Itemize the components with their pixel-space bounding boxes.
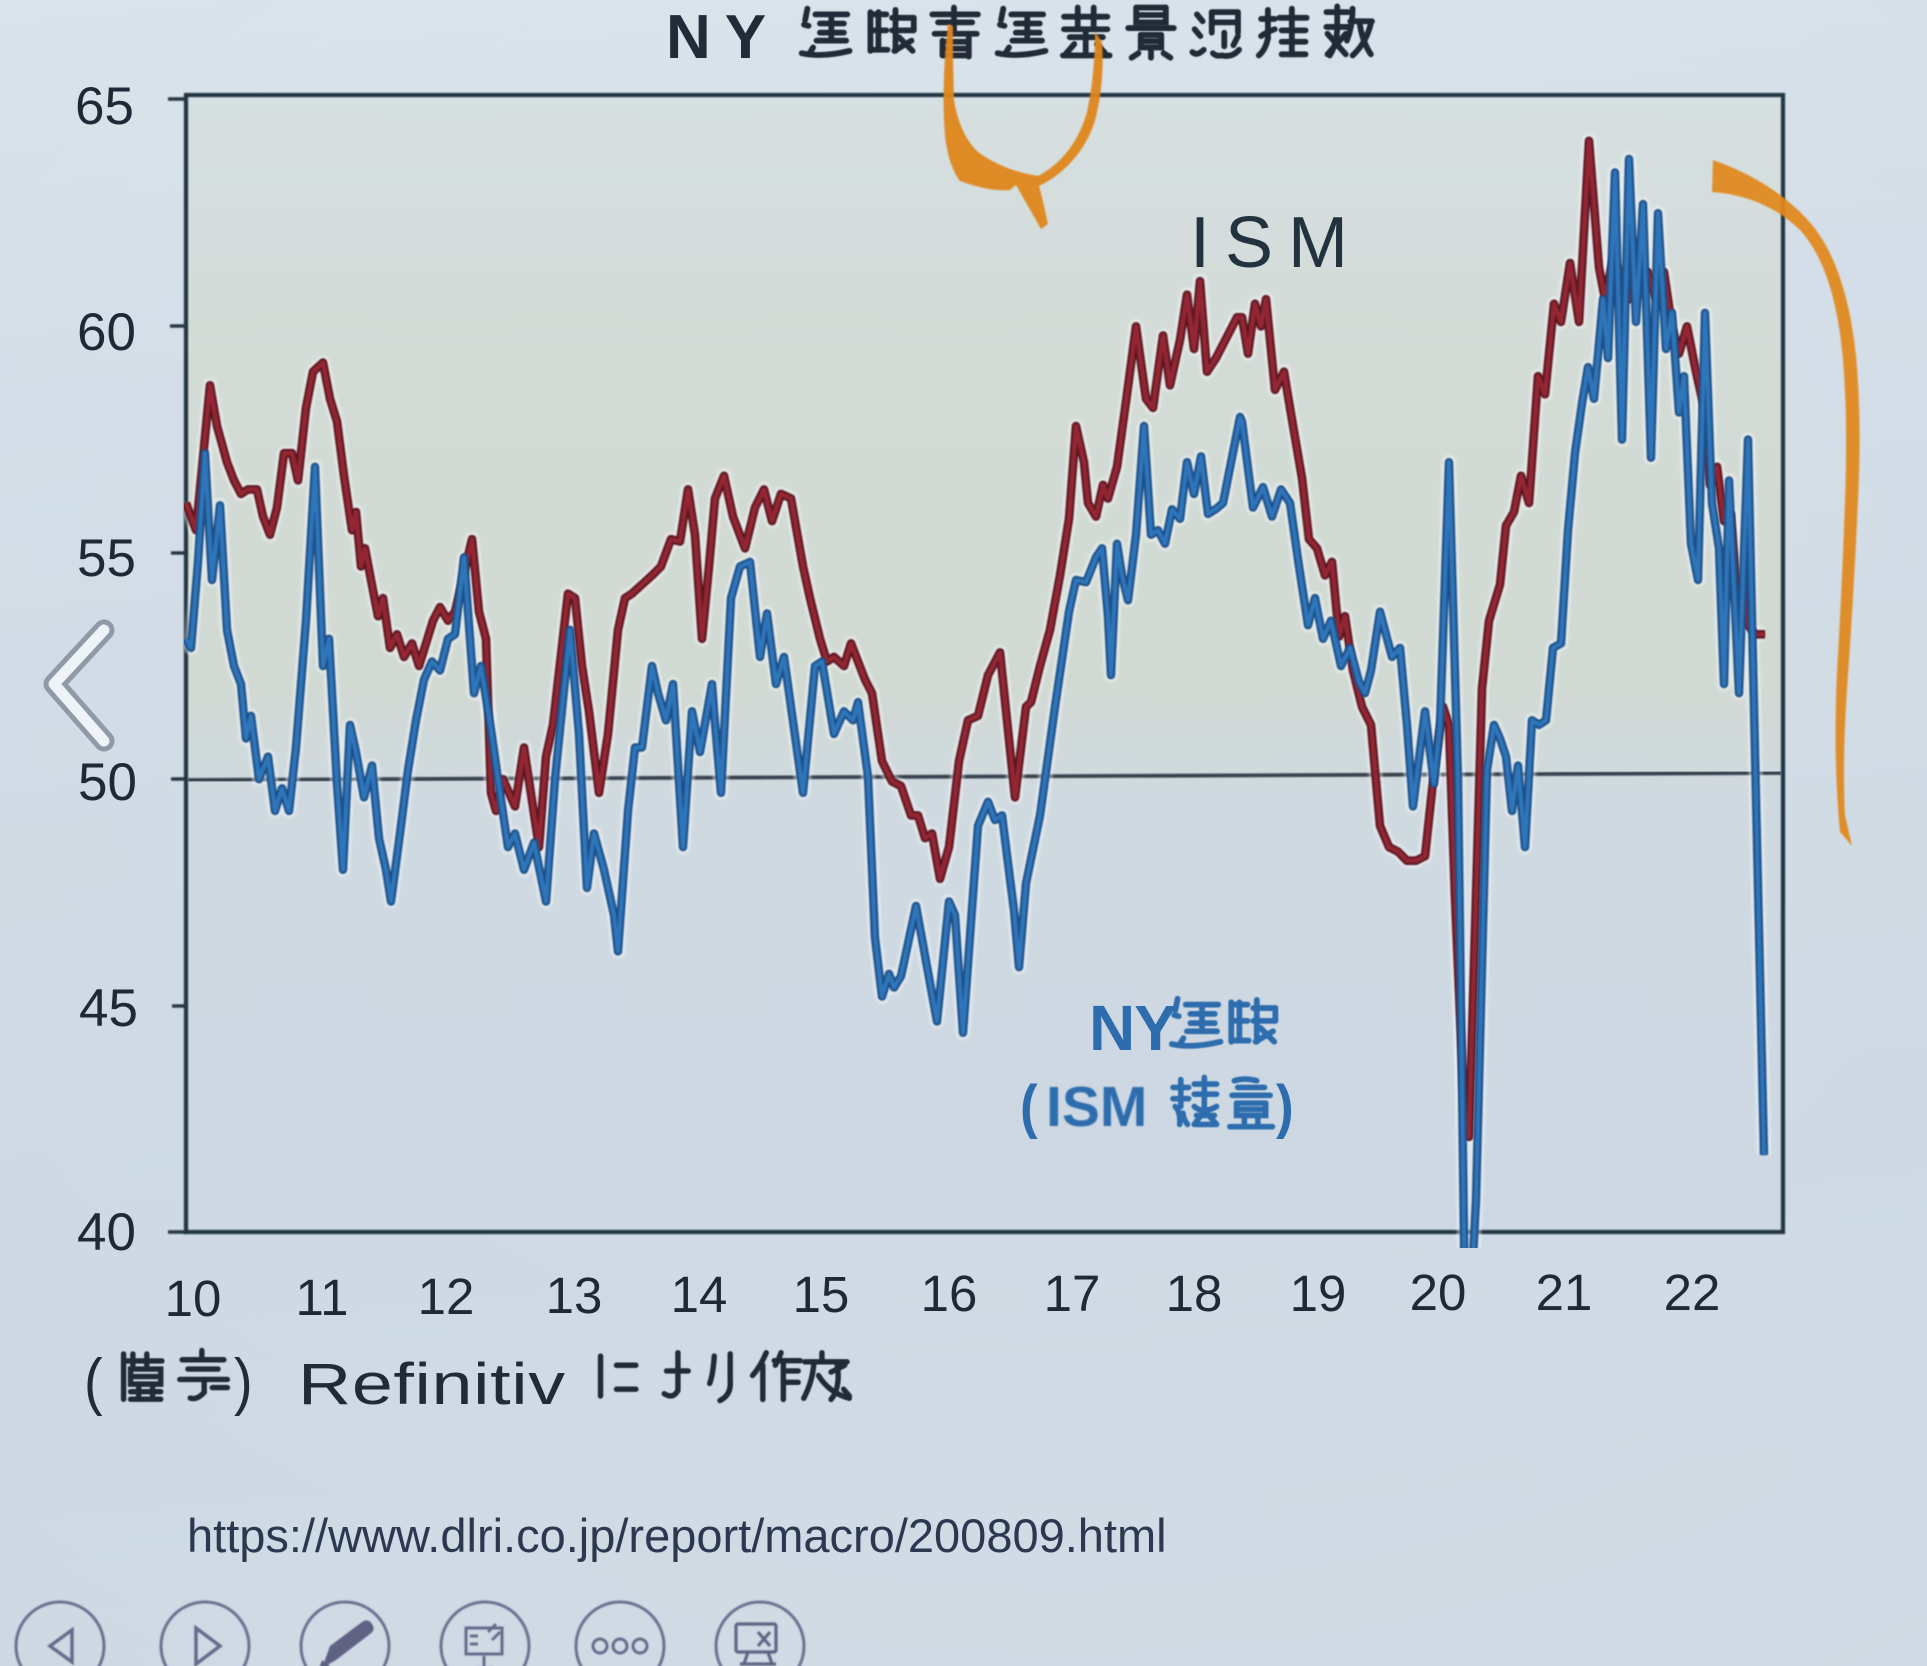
- svg-text:NY: NY: [1089, 992, 1176, 1064]
- svg-text:12: 12: [418, 1268, 475, 1325]
- svg-text:40: 40: [77, 1203, 136, 1262]
- svg-text:50: 50: [78, 753, 137, 812]
- svg-text:45: 45: [79, 979, 138, 1038]
- svg-text:20: 20: [1410, 1264, 1467, 1321]
- svg-text:65: 65: [75, 77, 134, 136]
- svg-text:55: 55: [77, 529, 136, 588]
- svg-text:16: 16: [921, 1265, 978, 1322]
- svg-text:ISM: ISM: [1046, 1075, 1147, 1139]
- svg-text:21: 21: [1536, 1264, 1593, 1321]
- svg-text:15: 15: [793, 1266, 850, 1323]
- svg-text:19: 19: [1290, 1265, 1347, 1322]
- svg-text:60: 60: [77, 303, 136, 362]
- svg-text:10: 10: [165, 1270, 222, 1327]
- svg-text:): ): [234, 1346, 253, 1417]
- svg-text:17: 17: [1044, 1265, 1101, 1322]
- svg-text:NY: NY: [666, 3, 780, 72]
- svg-text:): ): [1276, 1073, 1294, 1140]
- svg-text:11: 11: [296, 1269, 349, 1326]
- svg-text:22: 22: [1664, 1264, 1721, 1321]
- svg-text:(: (: [84, 1346, 103, 1417]
- svg-text:14: 14: [671, 1266, 728, 1323]
- svg-text:(: (: [1020, 1073, 1038, 1140]
- svg-text:Refinitiv: Refinitiv: [298, 1352, 566, 1417]
- svg-text:13: 13: [546, 1267, 603, 1324]
- svg-text:https://www.dlri.co.jp/report/: https://www.dlri.co.jp/report/macro/2008…: [187, 1509, 1167, 1562]
- svg-text:ISM: ISM: [1190, 203, 1363, 283]
- svg-text:18: 18: [1166, 1265, 1223, 1322]
